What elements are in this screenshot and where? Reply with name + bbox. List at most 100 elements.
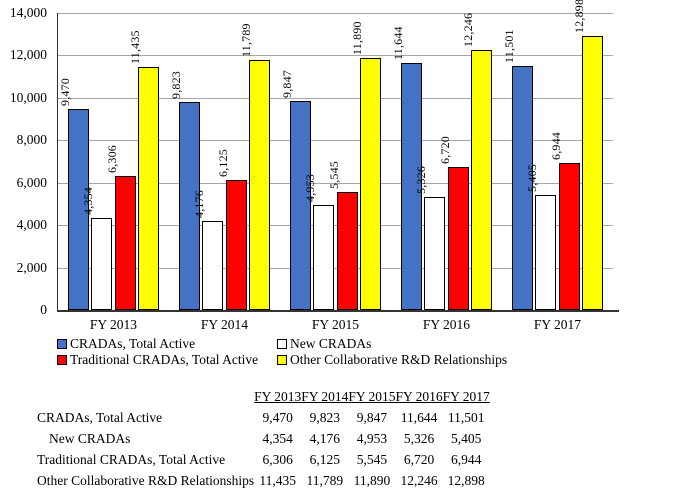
bar-traditional-cradas-total-active-fy-2017 [558, 162, 580, 310]
table-cell: 11,890 [353, 472, 391, 488]
legend-label: New CRADAs [290, 336, 372, 351]
y-tick-label: 4,000 [16, 217, 47, 233]
gridline [58, 13, 613, 14]
y-tick-label: 6,000 [16, 174, 47, 190]
y-tick-label: 8,000 [16, 132, 47, 148]
legend-label: Other Collaborative R&D Relationships [290, 352, 508, 367]
bar-new-cradas-fy-2014 [202, 221, 224, 310]
table-cell: 5,545 [356, 451, 388, 467]
table-row-cradas-total-active: CRADAs, Total Active 9,470 9,823 9,847 11,64… [37, 407, 490, 428]
legend-label: CRADAs, Total Active [70, 336, 196, 351]
gridline [58, 140, 613, 142]
table-cell: 12,898 [447, 472, 485, 488]
table-column-header-fy-2017: FY 2017 [442, 388, 490, 404]
y-tick-label: 10,000 [9, 89, 47, 105]
bar-value-label: 6,720 [437, 136, 452, 165]
legend-swatch-other-collaborative-r-d-relationships [277, 354, 287, 365]
legend-item-other-collaborative-r-d-relationships: Other Collaborative R&D Relationships [277, 352, 507, 367]
legend-swatch-new-cradas [277, 338, 287, 349]
bar-value-label: 9,847 [279, 70, 294, 99]
legend: CRADAs, Total Active New CRADAs Traditiona… [57, 336, 507, 367]
table-column-header-fy-2016: FY 2016 [395, 388, 443, 404]
bar-new-cradas-fy-2016 [424, 197, 446, 310]
bar-value-label: 6,944 [548, 131, 563, 160]
x-category-label-fy-2015: FY 2015 [311, 317, 360, 332]
legend-item-new-cradas: New CRADAs [277, 336, 507, 351]
table-header-row: FY 2013 FY 2014 FY 2015 FY 2016 FY 2017 [37, 386, 490, 407]
bar-traditional-cradas-total-active-fy-2016 [447, 167, 469, 310]
bar-chart: 0 2,000 4,000 6,000 8,000 10,000 12,000 14,000 … [9, 0, 619, 367]
table-cell: 11,501 [447, 409, 485, 425]
table-row-new-cradas: New CRADAs 4,354 4,176 4,953 5,326 5,405 [37, 428, 490, 449]
bar-value-label: 5,326 [414, 166, 429, 194]
x-category-label-fy-2013: FY 2013 [89, 317, 138, 332]
table-column-header-fy-2015: FY 2015 [348, 388, 396, 404]
table-cell: 5,405 [451, 430, 482, 446]
bar-value-label: 4,354 [81, 186, 96, 215]
table-row-label: CRADAs, Total Active [37, 409, 163, 425]
y-axis-line [56, 13, 58, 311]
bar-other-collaborative-r-d-relationships-fy-2015 [360, 57, 382, 310]
bar-traditional-cradas-total-active-fy-2014 [225, 180, 247, 310]
y-tick-label: 14,000 [9, 5, 47, 20]
table-column-header-fy-2013: FY 2013 [254, 388, 302, 404]
table-corner-cell [37, 386, 254, 407]
table-row-label: Other Collaborative R&D Relationships [37, 472, 255, 488]
table-cell: 6,944 [451, 451, 482, 467]
table-cell: 5,326 [403, 430, 435, 446]
table-cell: 6,720 [403, 451, 435, 467]
bar-value-label: 12,246 [461, 13, 476, 48]
bar-cradas-total-active-fy-2015 [289, 101, 311, 310]
bar-value-label: 9,823 [168, 70, 183, 99]
x-category-label-fy-2016: FY 2016 [422, 317, 471, 332]
bar-value-label: 11,890 [350, 20, 365, 55]
gridline [58, 267, 613, 269]
bar-cradas-total-active-fy-2017 [511, 66, 533, 310]
table-cell: 11,435 [259, 472, 296, 488]
bar-new-cradas-fy-2013 [91, 217, 113, 310]
table-cell: 9,847 [356, 409, 388, 425]
table-cell: 12,246 [400, 472, 438, 488]
table-cell: 4,953 [356, 430, 388, 446]
table-cell: 11,644 [400, 409, 438, 425]
bar-value-label: 11,644 [390, 26, 405, 60]
gridline [58, 225, 613, 227]
y-tick-label: 0 [40, 302, 47, 317]
legend-item-cradas-total-active: CRADAs, Total Active [57, 336, 277, 351]
table-cell: 11,789 [306, 472, 344, 488]
bar-cradas-total-active-fy-2013 [67, 109, 89, 310]
x-category-label-fy-2014: FY 2014 [200, 317, 249, 332]
x-category-label-fy-2017: FY 2017 [533, 317, 582, 332]
bar-value-label: 4,953 [303, 173, 318, 202]
bar-traditional-cradas-total-active-fy-2015 [336, 192, 358, 310]
legend-swatch-traditional-cradas-total-active [57, 354, 67, 365]
bar-other-collaborative-r-d-relationships-fy-2013 [138, 67, 160, 310]
data-table-region: FY 2013 FY 2014 FY 2015 FY 2016 FY 2017 CRAD… [37, 386, 490, 491]
bar-other-collaborative-r-d-relationships-fy-2016 [471, 50, 493, 310]
bar-value-label: 9,470 [57, 78, 72, 107]
table-row-label: Traditional CRADAs, Total Active [37, 451, 226, 467]
table-cell: 4,176 [309, 430, 340, 446]
table-row-label: New CRADAs [49, 430, 131, 446]
bar-new-cradas-fy-2015 [313, 204, 335, 310]
bar-value-label: 6,306 [104, 145, 119, 174]
bar-cradas-total-active-fy-2014 [178, 101, 200, 310]
table-cell: 4,354 [262, 430, 293, 446]
table-cell: 6,125 [309, 451, 340, 467]
gridline [58, 97, 613, 99]
table-column-header-fy-2014: FY 2014 [301, 388, 349, 404]
bar-value-label: 4,176 [192, 190, 207, 219]
legend-label: Traditional CRADAs, Total Active [70, 352, 259, 367]
table-cell: 9,823 [309, 409, 340, 425]
bar-new-cradas-fy-2017 [535, 195, 557, 310]
bar-value-label: 5,405 [525, 164, 540, 193]
table-cell: 6,306 [262, 451, 293, 467]
bar-value-label: 11,501 [501, 29, 516, 63]
gridline [58, 55, 613, 57]
bar-other-collaborative-r-d-relationships-fy-2017 [582, 36, 604, 310]
bar-cradas-total-active-fy-2016 [400, 62, 422, 310]
table-row-other-collaborative-r-d-relationships: Other Collaborative R&D Relationships 11,… [37, 470, 490, 491]
bar-other-collaborative-r-d-relationships-fy-2014 [249, 59, 271, 310]
bar-value-label: 6,125 [215, 149, 230, 178]
